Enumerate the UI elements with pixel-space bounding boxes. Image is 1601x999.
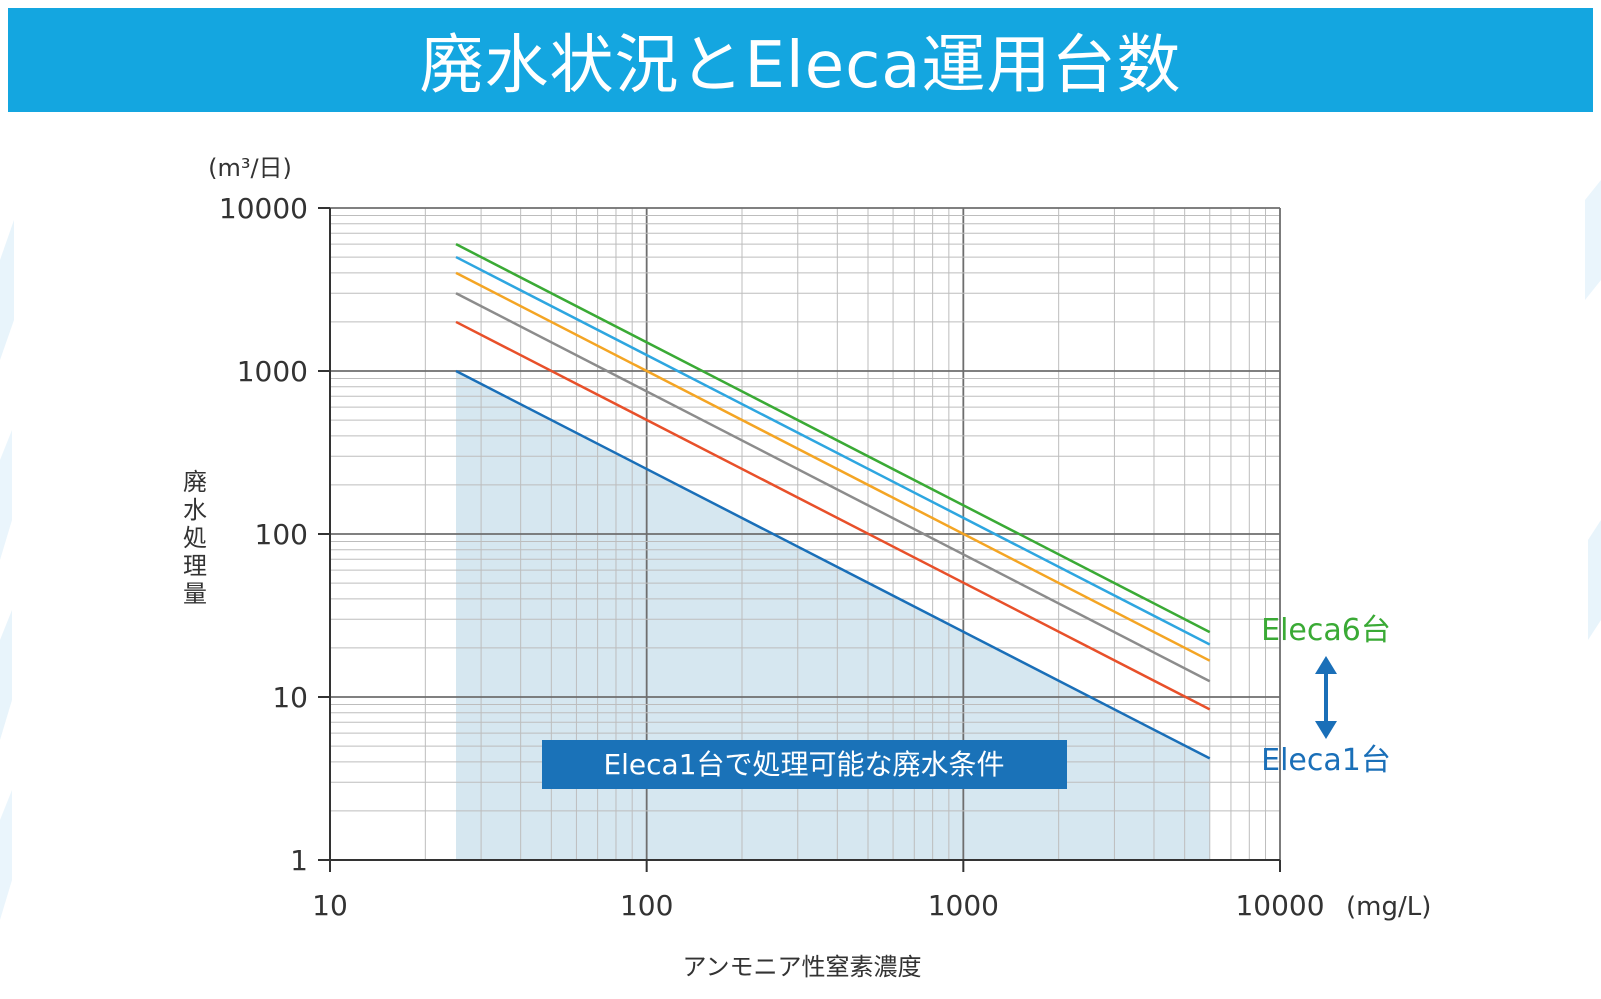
page-title: 廃水状況とEleca運用台数 (419, 29, 1182, 103)
y-tick-label: 10000 (219, 192, 308, 225)
eleca6-label: Eleca6台 (1261, 613, 1391, 648)
y-tick-label: 1000 (237, 355, 308, 388)
series-line-eleca2 (455, 320, 1211, 711)
x-tick-label: 10000 (1235, 889, 1324, 922)
shaded-region-label: Eleca1台で処理可能な廃水条件 (603, 748, 1004, 781)
y-axis-title: 廃水処理量 (183, 468, 207, 608)
y-tick-label: 100 (255, 518, 308, 551)
series-line-eleca5 (455, 255, 1211, 646)
series-line-eleca4 (455, 271, 1211, 662)
y-unit-label: (m³/日) (208, 154, 292, 182)
x-tick-label: 10 (312, 889, 348, 922)
shaded-region (456, 371, 1210, 860)
series-line-eleca3 (455, 292, 1211, 683)
x-tick-label: 100 (620, 889, 673, 922)
shaded-region-label-box: Eleca1台で処理可能な廃水条件 (542, 740, 1067, 789)
y-tick-label: 10 (272, 681, 308, 714)
x-unit-label: (mg/L) (1346, 892, 1431, 922)
y-tick-label: 1 (290, 844, 308, 877)
x-tick-label: 1000 (928, 889, 999, 922)
double-arrow-icon (1315, 656, 1337, 739)
title-banner: 廃水状況とEleca運用台数 (8, 8, 1593, 112)
shaded-region-layer (456, 371, 1210, 860)
series-line-eleca6 (455, 243, 1211, 634)
series-line-eleca1 (455, 369, 1211, 760)
series-layer (455, 243, 1211, 760)
eleca1-label: Eleca1台 (1261, 743, 1391, 778)
x-axis-title: アンモニア性窒素濃度 (682, 953, 921, 981)
